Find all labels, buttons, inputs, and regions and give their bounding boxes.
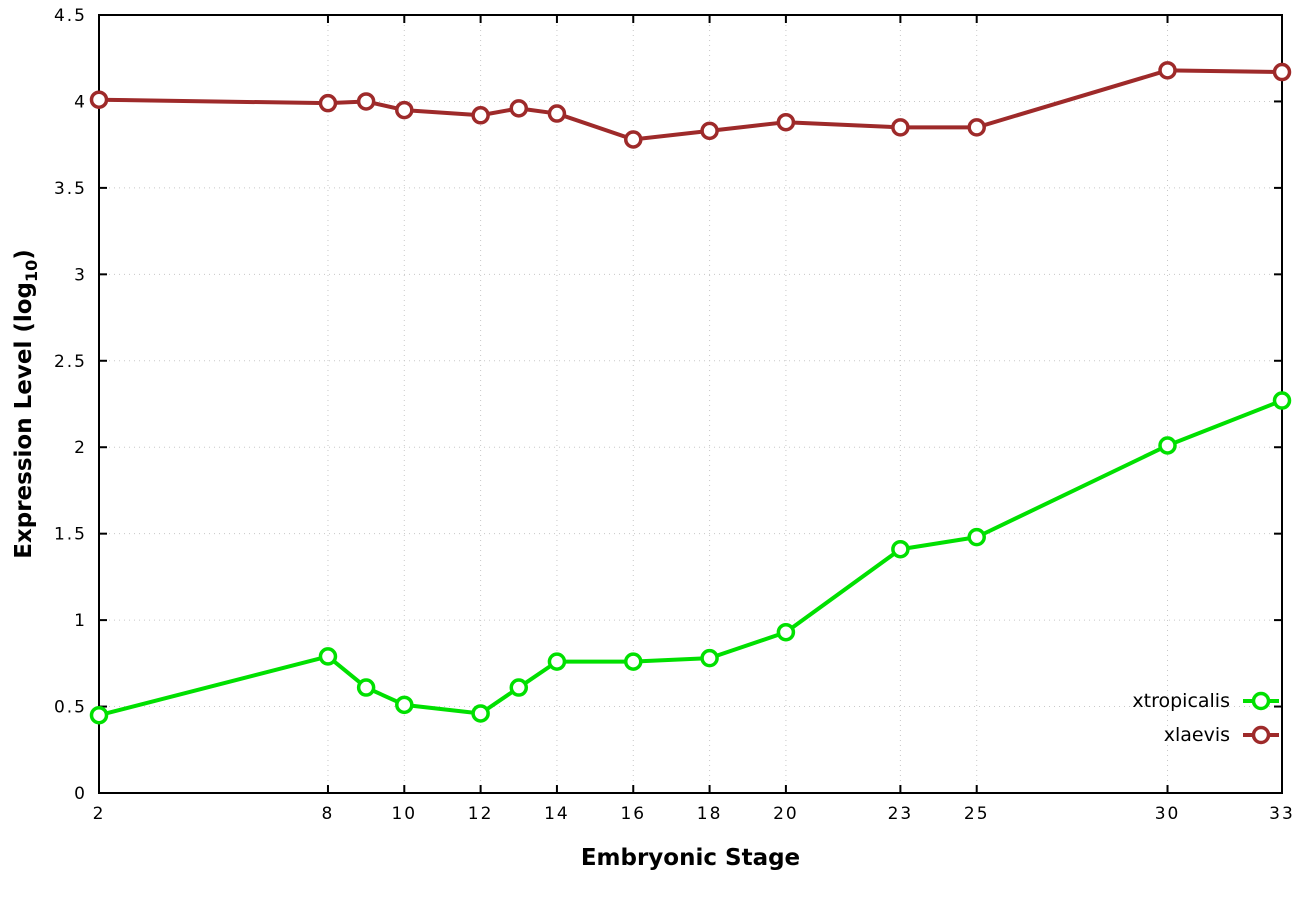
svg-text:2: 2: [74, 438, 87, 458]
svg-text:1.5: 1.5: [54, 525, 87, 545]
svg-text:4.5: 4.5: [54, 6, 87, 26]
svg-text:10: 10: [391, 804, 417, 824]
data-point-xlaevis: [1272, 62, 1292, 82]
data-point-xtropicalis: [547, 652, 567, 671]
svg-text:2: 2: [93, 804, 106, 824]
series-xtropicalis: [89, 391, 1292, 725]
data-point-xtropicalis: [318, 647, 338, 666]
svg-text:20: 20: [773, 804, 799, 824]
svg-text:16: 16: [620, 804, 646, 824]
data-point-xtropicalis: [395, 695, 414, 715]
y-axis-label-close: ): [11, 249, 38, 260]
svg-text:8: 8: [322, 804, 335, 824]
tick-labels: 2 8 10 12 14 16 18 20 23 25 30 33 0 0.5 1 1.5 2 2.5 3 3.5 4 4…: [54, 6, 1295, 824]
svg-text:3: 3: [74, 265, 87, 285]
svg-text:0.5: 0.5: [54, 698, 87, 718]
legend-item-xlaevis: xlaevis: [1164, 720, 1282, 750]
data-point-xlaevis: [395, 100, 414, 120]
svg-text:0: 0: [74, 784, 87, 804]
y-axis-label-text: Expression Level (log: [11, 281, 38, 559]
y-axis-label-subscript: 10: [21, 259, 41, 282]
legend-marker-xlaevis: [1243, 725, 1279, 745]
data-point-xlaevis: [509, 99, 529, 118]
svg-text:30: 30: [1155, 804, 1181, 824]
series-line-xlaevis: [97, 68, 1284, 142]
data-point-xlaevis: [967, 118, 986, 137]
data-point-xlaevis: [356, 92, 376, 111]
series-line-xtropicalis: [97, 398, 1284, 718]
svg-text:2.5: 2.5: [54, 352, 87, 372]
y-axis-label: Expression Level (log10): [11, 249, 41, 559]
data-point-xtropicalis: [1272, 391, 1292, 410]
data-point-xtropicalis: [1158, 436, 1177, 455]
legend: xtropicalis xlaevis: [1132, 686, 1282, 750]
svg-text:18: 18: [697, 804, 723, 824]
data-point-xlaevis: [1158, 61, 1177, 80]
data-point-xtropicalis: [471, 704, 490, 723]
x-axis-label: Embryonic Stage: [580, 845, 801, 871]
legend-label-xlaevis: xlaevis: [1163, 724, 1230, 746]
data-point-xtropicalis: [891, 539, 910, 559]
data-point-xlaevis: [891, 118, 910, 137]
svg-text:33: 33: [1269, 804, 1295, 824]
series-xlaevis: [89, 61, 1292, 149]
svg-text:12: 12: [468, 804, 494, 824]
data-point-xlaevis: [700, 121, 719, 141]
legend-item-xtropicalis: xtropicalis: [1132, 686, 1282, 716]
legend-marker-xtropicalis: [1243, 691, 1279, 711]
data-point-xtropicalis: [509, 678, 529, 697]
data-point-xtropicalis: [356, 678, 376, 697]
svg-text:4: 4: [74, 92, 87, 112]
data-point-xlaevis: [471, 106, 490, 125]
data-point-xlaevis: [318, 93, 338, 113]
svg-text:25: 25: [964, 804, 990, 824]
svg-text:3.5: 3.5: [54, 179, 87, 199]
data-point-xtropicalis: [700, 648, 719, 668]
legend-label-xtropicalis: xtropicalis: [1132, 690, 1230, 712]
data-point-xtropicalis: [89, 705, 109, 725]
data-point-xlaevis: [547, 104, 567, 123]
svg-text:14: 14: [544, 804, 570, 824]
data-point-xlaevis: [89, 90, 109, 109]
svg-text:1: 1: [74, 611, 87, 631]
data-point-xtropicalis: [967, 527, 986, 547]
data-point-xtropicalis: [624, 652, 643, 671]
svg-text:23: 23: [888, 804, 914, 824]
data-point-xtropicalis: [776, 622, 796, 642]
data-point-xlaevis: [776, 112, 796, 132]
data-point-xlaevis: [624, 130, 643, 149]
